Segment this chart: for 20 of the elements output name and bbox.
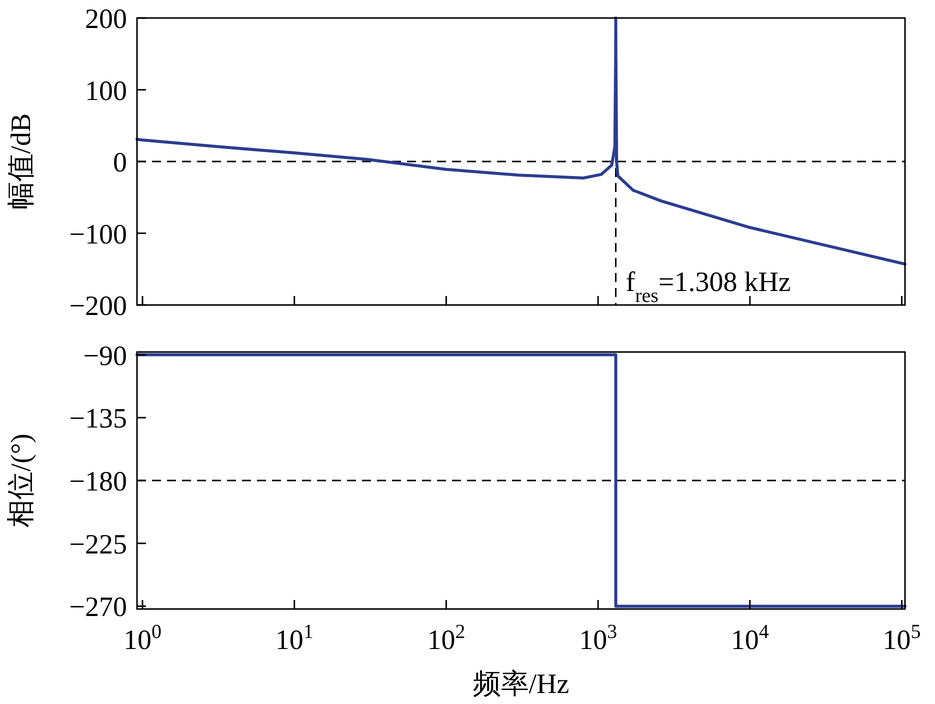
y-tick-label: 200 xyxy=(85,4,127,35)
y-tick-label: −100 xyxy=(69,219,127,250)
y-tick-label: −200 xyxy=(69,291,127,322)
x-tick-label: 10$^{3}$ xyxy=(579,621,618,656)
x-tick-label: 10$^{2}$ xyxy=(427,621,466,656)
ref-line-label: f$_{res}$=1.308 kHz xyxy=(626,267,791,307)
x-tick-label: 10$^{1}$ xyxy=(275,621,314,656)
y-tick-label: 0 xyxy=(113,148,127,178)
y-axis-title: 幅值/dB xyxy=(6,113,37,210)
y-tick-label: −135 xyxy=(69,404,127,435)
y-tick-label: 100 xyxy=(85,76,127,107)
y-tick-label: −180 xyxy=(69,466,127,498)
x-axis-title: 频率/Hz xyxy=(472,669,570,700)
x-tick-label: 10$^{0}$ xyxy=(124,621,162,656)
x-tick-label: 10$^{5}$ xyxy=(882,621,921,656)
y-axis-title: 相位/(°) xyxy=(6,434,37,528)
y-tick-label: −225 xyxy=(69,529,127,560)
x-tick-label: 10$^{4}$ xyxy=(730,621,769,656)
y-tick-label: −90 xyxy=(83,340,127,372)
y-tick-label: −270 xyxy=(69,592,127,624)
